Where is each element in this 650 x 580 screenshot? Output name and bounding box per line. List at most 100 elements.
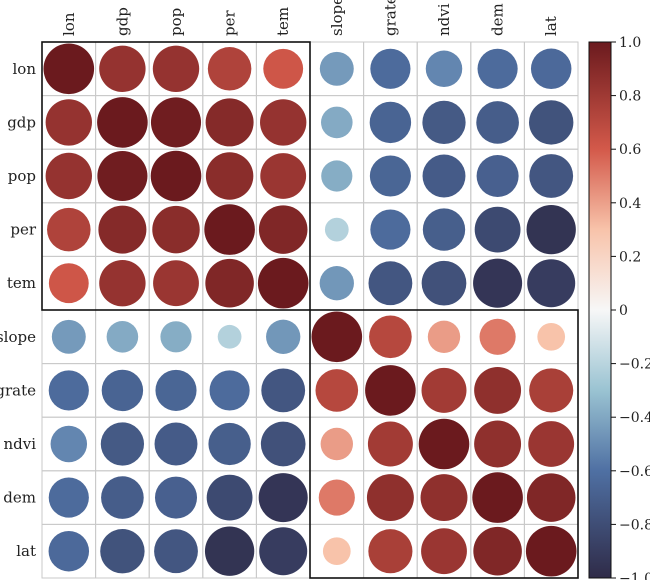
corr-circle-per-gdp: per / gdp: 0.9 <box>98 205 147 254</box>
column-label-dem: dem <box>489 3 507 36</box>
corr-circle-pop-gdp: pop / gdp: 0.98 <box>97 150 148 202</box>
corr-circle-gdp-per: gdp / per: 0.9 <box>205 98 254 147</box>
corr-circle-ndvi-tem: ndvi / tem: -0.78 <box>260 421 306 467</box>
corr-circle-lon-tem: lon / tem: 0.62 <box>263 48 304 89</box>
corr-circle-ndvi-grate: ndvi / grate: 0.79 <box>367 421 413 467</box>
corr-circle-lat-slope: lat / slope: 0.3 <box>322 537 351 566</box>
corr-circle-tem-gdp: tem / gdp: 0.84 <box>99 260 146 307</box>
corr-circle-per-tem: per / tem: 0.92 <box>258 205 308 254</box>
corr-circle-grate-per: grate / per: -0.63 <box>209 370 250 411</box>
corr-circle-lat-grate: lat / grate: 0.76 <box>368 529 413 574</box>
corr-circle-dem-ndvi: dem / ndvi: 0.86 <box>420 474 468 522</box>
corr-circle-slope-slope: slope / slope: 1 <box>311 311 363 363</box>
corr-circle-tem-slope: tem / slope: -0.46 <box>319 266 354 301</box>
corr-circle-grate-ndvi: grate / ndvi: 0.79 <box>421 367 467 413</box>
corr-circle-gdp-tem: gdp / tem: 0.84 <box>260 99 307 146</box>
corr-circle-dem-gdp: dem / gdp: -0.71 <box>101 476 144 519</box>
corr-circle-lat-pop: lat / pop: -0.75 <box>154 529 198 574</box>
colorbar-tick-label: −0.8 <box>619 517 650 533</box>
corr-circle-slope-grate: slope / grate: 0.71 <box>369 315 412 359</box>
corr-circle-lat-lat: lat / lat: 1 <box>525 525 577 577</box>
row-label-slope: slope <box>0 328 36 346</box>
corr-circle-slope-per: slope / per: -0.22 <box>217 324 242 349</box>
corr-circle-lat-tem: lat / tem: -0.9 <box>259 527 308 576</box>
cluster-boxes <box>41 41 579 579</box>
corr-circle-ndvi-lat: ndvi / lat: 0.82 <box>528 421 575 467</box>
corr-circle-per-lon: per / lon: 0.74 <box>47 207 91 252</box>
row-label-per: per <box>10 221 36 239</box>
corr-circle-slope-lon: slope / lon: -0.45 <box>51 319 86 354</box>
corr-circle-lat-ndvi: lat / ndvi: 0.82 <box>421 528 467 575</box>
corr-circle-grate-lat: grate / lat: 0.76 <box>529 368 574 413</box>
axis-labels: lon gdp pop per tem slope grate ndvi dem lat lon gd… <box>0 0 560 560</box>
corr-circle-dem-lat: dem / lat: 0.92 <box>526 473 576 522</box>
colorbar-tick-label: −0.2 <box>619 357 650 373</box>
corr-circle-dem-lon: dem / lon: -0.63 <box>48 477 89 518</box>
corr-circle-per-lat: per / lat: -0.95 <box>526 204 576 255</box>
corr-circle-ndvi-per: ndvi / per: -0.7 <box>208 422 251 466</box>
column-label-lon: lon <box>60 12 78 36</box>
corr-circle-grate-lon: grate / lon: -0.63 <box>48 370 89 411</box>
colorbar-tick-label: 0.2 <box>619 249 641 265</box>
corr-circle-pop-lon: pop / lon: 0.84 <box>45 152 92 200</box>
corr-circle-lat-lon: lat / lon: -0.64 <box>48 530 90 572</box>
column-label-tem: tem <box>274 7 292 36</box>
corr-circle-ndvi-pop: ndvi / pop: -0.72 <box>154 422 198 466</box>
corr-circle-per-pop: per / pop: 0.88 <box>152 205 200 254</box>
corr-circle-lat-per: lat / per: -0.95 <box>204 526 255 576</box>
corr-circle-gdp-grate: gdp / grate: -0.67 <box>369 101 412 144</box>
corr-circle-ndvi-ndvi: ndvi / ndvi: 1 <box>418 418 470 470</box>
corr-circle-tem-pop: tem / pop: 0.82 <box>153 260 199 307</box>
corr-circle-gdp-slope: gdp / slope: -0.39 <box>321 106 353 139</box>
corr-circle-per-per: per / per: 1 <box>204 204 255 255</box>
colorbar-gradient <box>588 41 612 579</box>
corr-circle-pop-pop: pop / pop: 1 <box>150 150 202 202</box>
corr-circle-lon-gdp: lon / gdp: 0.84 <box>99 45 146 92</box>
corr-circle-grate-gdp: grate / gdp: -0.67 <box>101 369 144 412</box>
corr-circle-grate-pop: grate / pop: -0.66 <box>155 369 197 411</box>
corr-circle-gdp-ndvi: gdp / ndvi: -0.73 <box>422 100 466 145</box>
corr-circle-pop-tem: pop / tem: 0.82 <box>260 153 307 199</box>
colorbar-tick-label: −0.4 <box>619 410 650 426</box>
row-label-grate: grate <box>0 381 36 399</box>
cluster-box-1 <box>41 41 311 311</box>
corr-circle-tem-dem: tem / dem: -0.94 <box>473 258 523 308</box>
corr-circle-slope-dem: slope / dem: 0.51 <box>479 318 516 355</box>
colorbar-tick-label: 0.6 <box>619 142 641 158</box>
corr-circle-slope-pop: slope / pop: -0.38 <box>160 321 192 353</box>
corr-circle-gdp-pop: gdp / pop: 0.98 <box>150 97 202 148</box>
corr-circle-slope-lat: slope / lat: 0.3 <box>537 322 566 351</box>
corr-circle-dem-per: dem / per: -0.82 <box>206 474 253 521</box>
corr-circle-slope-gdp: slope / gdp: -0.39 <box>106 321 139 353</box>
colorbar-tick-label: 0.8 <box>619 89 641 105</box>
corr-circle-ndvi-dem: ndvi / dem: 0.86 <box>474 420 522 468</box>
colorbar: 1.0 0.8 0.6 0.4 0.2 0 −0.2 −0.4 −0.6 −0.8 −1.0 <box>588 35 650 580</box>
colorbar-tick-label: −1.0 <box>619 571 650 580</box>
column-label-slope: slope <box>328 0 346 36</box>
corr-circle-lon-lon: lon / lon: 1 <box>43 43 95 95</box>
corr-circle-dem-dem: dem / dem: 1 <box>472 472 523 523</box>
corr-circle-grate-grate: grate / grate: 1 <box>365 365 416 416</box>
corr-circle-per-ndvi: per / ndvi: -0.7 <box>422 208 466 251</box>
corr-circle-per-dem: per / dem: -0.82 <box>474 206 521 253</box>
corr-circle-ndvi-gdp: ndvi / gdp: -0.73 <box>100 422 145 466</box>
row-label-tem: tem <box>7 274 36 292</box>
corr-circle-dem-tem: dem / tem: -0.94 <box>258 473 308 523</box>
corr-circle-pop-ndvi: pop / ndvi: -0.72 <box>422 154 466 198</box>
corr-circle-tem-lon: tem / lon: 0.62 <box>48 263 89 304</box>
corr-circle-lon-ndvi: lon / ndvi: -0.52 <box>425 50 463 88</box>
corr-circle-tem-lat: tem / lat: -0.9 <box>527 259 576 308</box>
corr-circle-slope-tem: slope / tem: -0.46 <box>266 319 301 354</box>
corr-circle-lon-lat: lon / lat: -0.64 <box>530 48 572 90</box>
colorbar-tick-label: 0.4 <box>619 196 641 212</box>
corr-circle-tem-ndvi: tem / ndvi: -0.78 <box>421 260 467 306</box>
row-label-pop: pop <box>8 167 36 185</box>
corr-circle-pop-slope: pop / slope: -0.38 <box>321 160 353 192</box>
corr-circle-tem-grate: tem / grate: -0.75 <box>368 261 413 306</box>
column-label-gdp: gdp <box>113 7 131 36</box>
colorbar-tick-label: −0.6 <box>619 464 650 480</box>
corr-circle-ndvi-lon: ndvi / lon: -0.52 <box>50 425 88 463</box>
corr-circle-tem-per: tem / per: 0.92 <box>205 258 254 308</box>
corr-circle-pop-per: pop / per: 0.88 <box>205 152 254 200</box>
corr-circle-pop-dem: pop / dem: -0.69 <box>476 154 519 198</box>
